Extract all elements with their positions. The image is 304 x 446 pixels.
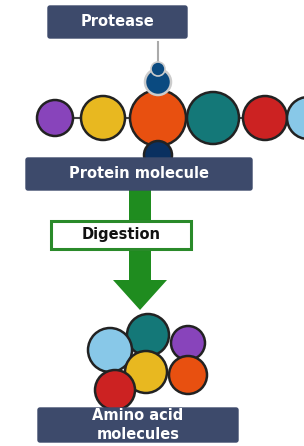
Circle shape [37,100,73,136]
Circle shape [169,356,207,394]
Circle shape [171,326,205,360]
Circle shape [145,69,171,95]
Circle shape [243,96,287,140]
FancyBboxPatch shape [48,6,187,38]
FancyBboxPatch shape [51,221,191,249]
Polygon shape [113,190,167,310]
Circle shape [127,314,169,356]
Circle shape [287,97,304,139]
FancyBboxPatch shape [26,158,252,190]
Circle shape [144,141,172,169]
Text: Digestion: Digestion [81,227,161,243]
FancyBboxPatch shape [38,408,238,442]
Circle shape [130,90,186,146]
Circle shape [88,328,132,372]
Text: Protein molecule: Protein molecule [69,166,209,182]
Circle shape [151,62,165,76]
Circle shape [95,370,135,410]
Circle shape [125,351,167,393]
Circle shape [187,92,239,144]
Circle shape [81,96,125,140]
Text: Amino acid
molecules: Amino acid molecules [92,408,184,442]
Text: Protease: Protease [81,15,154,29]
